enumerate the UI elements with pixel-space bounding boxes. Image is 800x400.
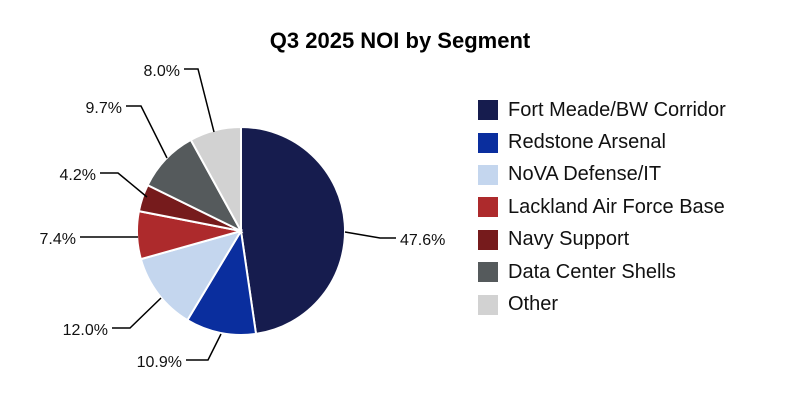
legend-item: Navy Support [478,224,726,256]
legend-swatch [478,294,498,315]
chart-title: Q3 2025 NOI by Segment [0,28,800,54]
data-label: 10.9% [137,354,182,371]
legend-swatch [478,132,498,153]
legend-label: Lackland Air Force Base [508,195,725,218]
legend-item: Fort Meade/BW Corridor [478,94,726,126]
data-label: 47.6% [400,232,445,249]
legend-swatch [478,164,498,185]
leader-line [112,297,162,329]
legend-item: Data Center Shells [478,256,726,288]
legend-item: NoVA Defense/IT [478,159,726,191]
leader-line [344,231,396,239]
leader-line [126,105,168,159]
pie-slice-other [189,125,242,232]
leader-line [186,333,222,361]
legend: Fort Meade/BW Corridor Redstone Arsenal No… [478,94,726,321]
pie-slice-nova-defense-it [139,229,244,322]
chart-title-text: Q3 2025 NOI by Segment [269,28,531,53]
legend-item: Other [478,288,726,320]
legend-item: Lackland Air Force Base [478,191,726,223]
data-label: 7.4% [40,231,76,248]
legend-label: Redstone Arsenal [508,131,666,154]
legend-item: Redstone Arsenal [478,126,726,158]
legend-label: Data Center Shells [508,260,676,283]
pie-slice-fort-meade-bw-corridor [240,125,346,336]
data-label: 9.7% [86,100,122,117]
legend-swatch [478,262,498,283]
legend-label: Navy Support [508,228,630,251]
legend-label: Fort Meade/BW Corridor [508,98,726,121]
data-label: 8.0% [144,63,180,80]
leader-line [100,172,148,198]
legend-swatch [478,197,498,218]
data-label: 4.2% [60,167,96,184]
legend-swatch [478,100,498,121]
leader-line [184,68,215,133]
pie-slice-redstone-arsenal [186,228,258,336]
legend-label: NoVA Defense/IT [508,163,662,186]
legend-label: Other [508,293,559,316]
legend-swatch [478,229,498,250]
data-label: 12.0% [63,322,108,339]
